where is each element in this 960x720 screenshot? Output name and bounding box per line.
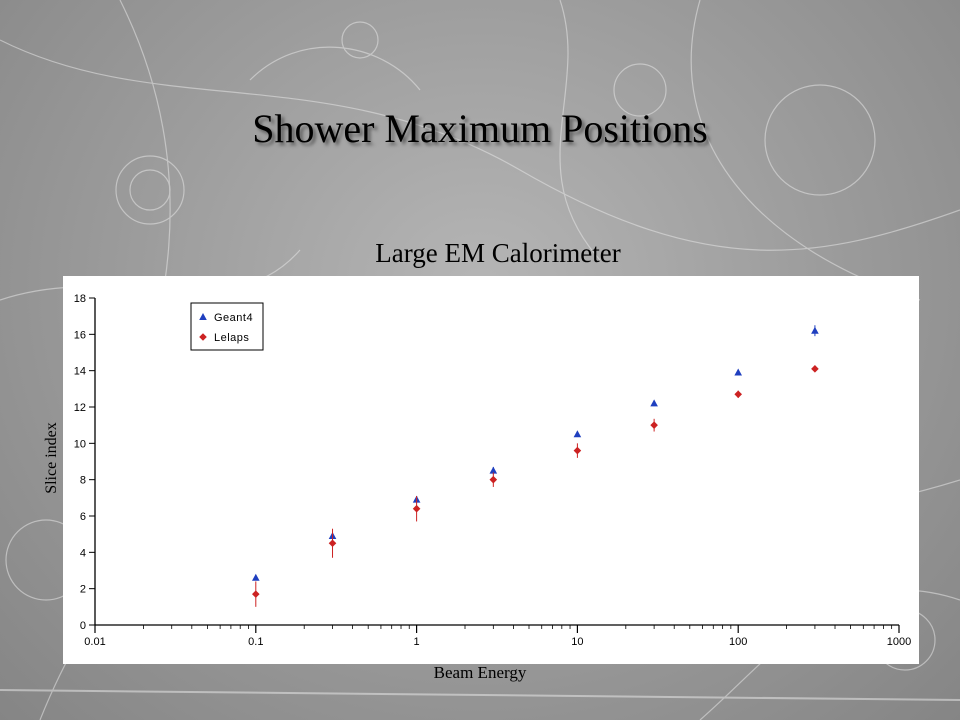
y-tick-label: 8 xyxy=(80,475,86,487)
slide-title: Shower Maximum Positions xyxy=(252,106,708,151)
chart-title: Large EM Calorimeter xyxy=(375,238,621,268)
x-tick-label: 0.01 xyxy=(84,636,105,648)
data-points xyxy=(252,325,819,607)
y-tick-label: 18 xyxy=(74,293,86,305)
data-point xyxy=(252,573,260,581)
legend-label: Lelaps xyxy=(214,332,249,344)
legend-marker xyxy=(199,313,207,320)
series-geant4 xyxy=(252,325,819,581)
data-point xyxy=(573,430,582,438)
data-point xyxy=(811,326,819,334)
x-tick-label: 10 xyxy=(571,636,583,648)
y-tick-label: 12 xyxy=(74,402,86,414)
data-point xyxy=(412,504,421,513)
plot-panel: 0 2 4 6 8 10 12 14 16 18 0.01 0.1 1 10 100 1000 Geant4 L… xyxy=(63,276,919,664)
scatter-chart: 0 2 4 6 8 10 12 14 16 18 0.01 0.1 1 10 100 1000 Geant4 L… xyxy=(74,293,911,648)
y-axis-label: Slice index xyxy=(43,422,60,494)
x-tick-label: 0.1 xyxy=(248,636,263,648)
y-tick-label: 16 xyxy=(74,329,86,341)
data-point xyxy=(489,475,498,484)
data-point xyxy=(650,399,658,407)
data-point xyxy=(734,368,742,376)
x-tick-label: 100 xyxy=(729,636,747,648)
legend-marker xyxy=(199,333,207,341)
x-axis-label: Beam Energy xyxy=(433,663,527,682)
series-lelaps xyxy=(252,365,819,607)
y-tick-label: 6 xyxy=(80,511,86,523)
y-tick-label: 10 xyxy=(74,438,86,450)
x-tick-label: 1 xyxy=(414,636,420,648)
legend-box xyxy=(190,302,264,351)
data-point xyxy=(328,539,337,548)
legend: Geant4 Lelaps xyxy=(190,302,264,351)
data-point xyxy=(252,590,260,598)
data-point xyxy=(734,390,742,399)
axes: 0 2 4 6 8 10 12 14 16 18 0.01 0.1 1 10 100 1000 xyxy=(74,293,911,648)
legend-label: Geant4 xyxy=(214,312,253,324)
data-point xyxy=(489,466,498,474)
y-tick-label: 4 xyxy=(80,547,86,559)
data-point xyxy=(811,365,819,373)
y-tick-label: 14 xyxy=(74,366,86,378)
y-tick-label: 2 xyxy=(80,584,86,596)
y-tick-label: 0 xyxy=(80,620,86,632)
data-point xyxy=(650,421,658,429)
data-point xyxy=(573,446,582,455)
x-tick-label: 1000 xyxy=(887,636,911,648)
